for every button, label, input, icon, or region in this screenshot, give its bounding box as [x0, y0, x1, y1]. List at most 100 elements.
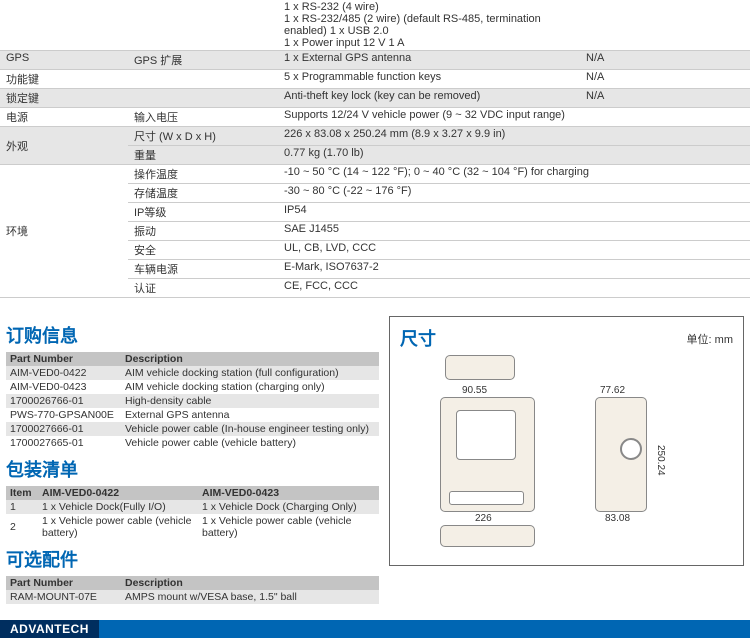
footer-bar: ADVANTECH — [0, 620, 750, 638]
spec-val: 226 x 83.08 x 250.24 mm (8.9 x 3.27 x 9.… — [278, 127, 750, 146]
pack-c2: 1 x Vehicle Dock (Charging Only) — [198, 500, 379, 514]
opt-th-desc: Description — [121, 576, 379, 590]
order-pn: PWS-770-GPSAN00E — [6, 408, 121, 422]
pack-c1: 1 x Vehicle power cable (vehicle battery… — [38, 514, 198, 540]
spec-cat: 电源 — [0, 108, 128, 127]
table-row: RAM-MOUNT-07E AMPS mount w/VESA base, 1.… — [6, 590, 379, 604]
spec-row: 环境 操作温度 -10 ~ 50 °C (14 ~ 122 °F); 0 ~ 4… — [0, 165, 750, 184]
spec-val: Supports 12/24 V vehicle power (9 ~ 32 V… — [278, 108, 750, 127]
spec-val: Anti-theft key lock (key can be removed) — [278, 89, 580, 108]
spec-val: 0.77 kg (1.70 lb) — [278, 146, 750, 165]
spec-val: 5 x Programmable function keys — [278, 70, 580, 89]
spec-pre-line: 1 x RS-232/485 (2 wire) (default RS-485,… — [284, 13, 574, 37]
order-th-desc: Description — [121, 352, 379, 366]
drawing-base — [449, 491, 524, 505]
spec-val: UL, CB, LVD, CCC — [278, 241, 750, 260]
packing-title: 包装清单 — [6, 456, 379, 482]
dim-label-w2: 77.62 — [600, 385, 625, 396]
spec-sub: 安全 — [128, 241, 278, 260]
order-pn: AIM-VED0-0423 — [6, 380, 121, 394]
order-desc: AIM vehicle docking station (charging on… — [121, 380, 379, 394]
drawing-mount-hole — [620, 438, 642, 460]
dim-label-w4: 83.08 — [605, 513, 630, 524]
spec-val: E-Mark, ISO7637-2 — [278, 260, 750, 279]
spec-na: N/A — [580, 70, 750, 89]
spec-val: SAE J1455 — [278, 222, 750, 241]
order-info-title: 订购信息 — [6, 322, 379, 348]
spec-row: 电源 输入电压 Supports 12/24 V vehicle power (… — [0, 108, 750, 127]
drawing-screen — [456, 410, 516, 460]
table-row: 1 1 x Vehicle Dock(Fully I/O) 1 x Vehicl… — [6, 500, 379, 514]
order-pn: 1700027666-01 — [6, 422, 121, 436]
dimensions-unit: 单位: mm — [687, 331, 733, 347]
order-desc: AIM vehicle docking station (full config… — [121, 366, 379, 380]
dim-label-w1: 90.55 — [462, 385, 487, 396]
spec-val: CE, FCC, CCC — [278, 279, 750, 298]
dimensions-title: 尺寸 — [400, 325, 436, 351]
opt-th-pn: Part Number — [6, 576, 121, 590]
spec-sub: 认证 — [128, 279, 278, 298]
pack-th-c1: AIM-VED0-0422 — [38, 486, 198, 500]
spec-row: 功能键 5 x Programmable function keys N/A — [0, 70, 750, 89]
spec-cat: 环境 — [0, 165, 128, 298]
spec-cat: GPS — [0, 51, 128, 70]
spec-sub: 输入电压 — [128, 108, 278, 127]
opt-pn: RAM-MOUNT-07E — [6, 590, 121, 604]
table-row: 1700026766-01High-density cable — [6, 394, 379, 408]
spec-sub: 尺寸 (W x D x H) — [128, 127, 278, 146]
spec-sub: IP等级 — [128, 203, 278, 222]
table-row: AIM-VED0-0422AIM vehicle docking station… — [6, 366, 379, 380]
drawing-side-view — [595, 397, 647, 512]
spec-sub: 振动 — [128, 222, 278, 241]
spec-cat: 锁定键 — [0, 89, 128, 108]
drawing-top-view — [445, 355, 515, 380]
table-row: PWS-770-GPSAN00EExternal GPS antenna — [6, 408, 379, 422]
spec-val: 1 x External GPS antenna — [278, 51, 580, 70]
packing-table: Item AIM-VED0-0422 AIM-VED0-0423 1 1 x V… — [6, 486, 379, 540]
advantech-logo: ADVANTECH — [0, 620, 99, 638]
order-desc: Vehicle power cable (In-house engineer t… — [121, 422, 379, 436]
drawing-front-view — [440, 397, 535, 512]
table-row: 2 1 x Vehicle power cable (vehicle batte… — [6, 514, 379, 540]
spec-sub: GPS 扩展 — [128, 51, 278, 70]
pack-c1: 1 x Vehicle Dock(Fully I/O) — [38, 500, 198, 514]
order-pn: AIM-VED0-0422 — [6, 366, 121, 380]
dim-label-w3: 226 — [475, 513, 492, 524]
optional-title: 可选配件 — [6, 546, 379, 572]
table-row: 1700027666-01Vehicle power cable (In-hou… — [6, 422, 379, 436]
spec-sub: 存储温度 — [128, 184, 278, 203]
spec-val: -30 ~ 80 °C (-22 ~ 176 °F) — [278, 184, 750, 203]
pack-c2: 1 x Vehicle power cable (vehicle battery… — [198, 514, 379, 540]
spec-row: 锁定键 Anti-theft key lock (key can be remo… — [0, 89, 750, 108]
order-table: Part Number Description AIM-VED0-0422AIM… — [6, 352, 379, 450]
order-desc: External GPS antenna — [121, 408, 379, 422]
order-desc: High-density cable — [121, 394, 379, 408]
spec-cat: 外观 — [0, 127, 128, 165]
optional-table: Part Number Description RAM-MOUNT-07E AM… — [6, 576, 379, 604]
spec-na: N/A — [580, 89, 750, 108]
opt-desc: AMPS mount w/VESA base, 1.5" ball — [121, 590, 379, 604]
spec-pre-line: 1 x Power input 12 V 1 A — [284, 37, 574, 49]
spec-na: N/A — [580, 51, 750, 70]
spec-row: GPS GPS 扩展 1 x External GPS antenna N/A — [0, 51, 750, 70]
dim-label-h: 250.24 — [655, 445, 666, 476]
pack-th-item: Item — [6, 486, 38, 500]
spec-pre-line: 1 x RS-232 (4 wire) — [284, 1, 574, 13]
pack-th-c2: AIM-VED0-0423 — [198, 486, 379, 500]
pack-item: 2 — [6, 514, 38, 540]
drawing-bottom-view — [440, 525, 535, 547]
order-th-pn: Part Number — [6, 352, 121, 366]
spec-sub: 重量 — [128, 146, 278, 165]
spec-sub: 操作温度 — [128, 165, 278, 184]
spec-sub: 车辆电源 — [128, 260, 278, 279]
order-desc: Vehicle power cable (vehicle battery) — [121, 436, 379, 450]
order-pn: 1700026766-01 — [6, 394, 121, 408]
spec-cat: 功能键 — [0, 70, 128, 89]
pack-item: 1 — [6, 500, 38, 514]
table-row: 1700027665-01Vehicle power cable (vehicl… — [6, 436, 379, 450]
order-pn: 1700027665-01 — [6, 436, 121, 450]
table-row: AIM-VED0-0423AIM vehicle docking station… — [6, 380, 379, 394]
spec-val: IP54 — [278, 203, 750, 222]
spec-table: 1 x RS-232 (4 wire) 1 x RS-232/485 (2 wi… — [0, 0, 750, 298]
spec-val: -10 ~ 50 °C (14 ~ 122 °F); 0 ~ 40 °C (32… — [278, 165, 750, 184]
